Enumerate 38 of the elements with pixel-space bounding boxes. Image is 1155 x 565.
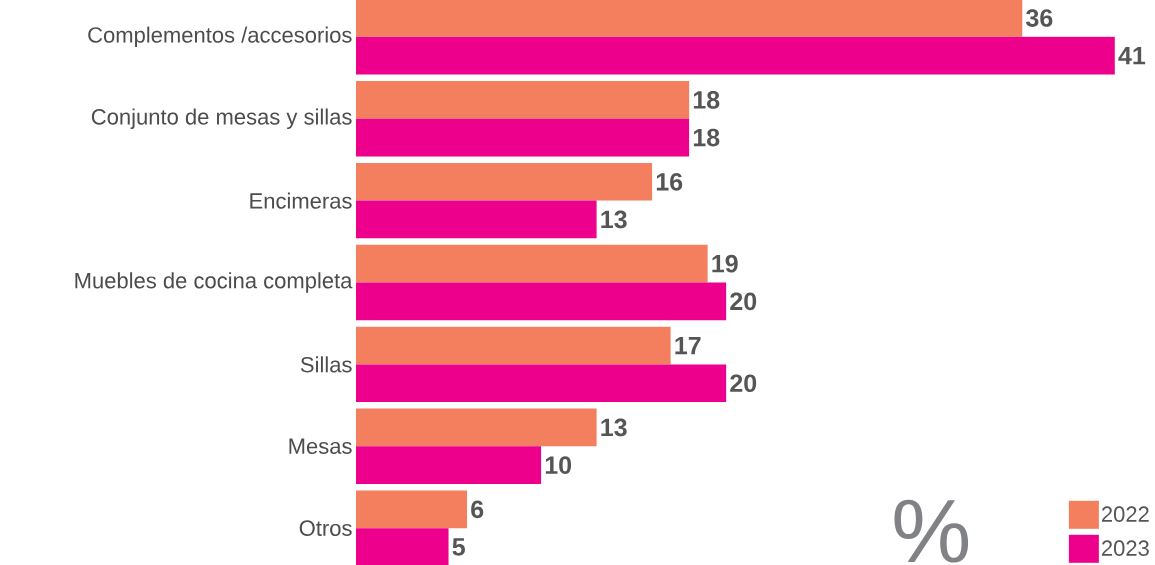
bar bbox=[356, 490, 468, 529]
data-label: 20 bbox=[730, 292, 757, 311]
legend-label: 2022 bbox=[1101, 506, 1149, 522]
legend-label: 2023 bbox=[1101, 540, 1149, 556]
data-label: 17 bbox=[675, 336, 701, 355]
data-label: 19 bbox=[712, 254, 738, 273]
data-label: 18 bbox=[693, 128, 720, 147]
bar bbox=[356, 200, 597, 239]
data-label: 20 bbox=[730, 374, 757, 393]
bar bbox=[356, 162, 653, 201]
data-label: 5 bbox=[452, 538, 465, 556]
bar bbox=[356, 118, 690, 157]
bar bbox=[356, 282, 727, 321]
annotation: % bbox=[894, 499, 969, 563]
bar bbox=[356, 528, 449, 565]
data-label: 13 bbox=[601, 418, 627, 437]
bar bbox=[356, 408, 597, 447]
data-label: 41 bbox=[1118, 47, 1146, 65]
bar bbox=[356, 36, 1115, 75]
data-label: 16 bbox=[656, 172, 683, 191]
data-label: 36 bbox=[1026, 9, 1053, 27]
bar bbox=[356, 364, 727, 403]
data-label: 18 bbox=[693, 91, 720, 109]
data-label: 13 bbox=[601, 210, 627, 229]
data-label: 6 bbox=[471, 500, 484, 519]
y-tick-label: Conjunto de mesas y sillas bbox=[91, 108, 352, 129]
y-tick-label: Sillas bbox=[300, 356, 352, 373]
y-tick-label: Encimeras bbox=[250, 192, 352, 209]
y-tick-label: Muebles de cocina completa bbox=[75, 272, 353, 293]
y-tick-label: Complementos /accesorios bbox=[88, 26, 352, 48]
bar bbox=[356, 244, 708, 283]
bar bbox=[356, 446, 542, 484]
y-tick-label: Otros bbox=[299, 520, 352, 536]
data-label: 10 bbox=[545, 456, 572, 474]
y-tick-label: Mesas bbox=[289, 438, 352, 454]
bar bbox=[356, 81, 690, 119]
bar bbox=[356, 326, 671, 365]
bar bbox=[356, 0, 1023, 37]
